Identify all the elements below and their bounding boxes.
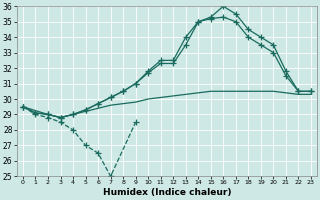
X-axis label: Humidex (Indice chaleur): Humidex (Indice chaleur): [103, 188, 231, 197]
